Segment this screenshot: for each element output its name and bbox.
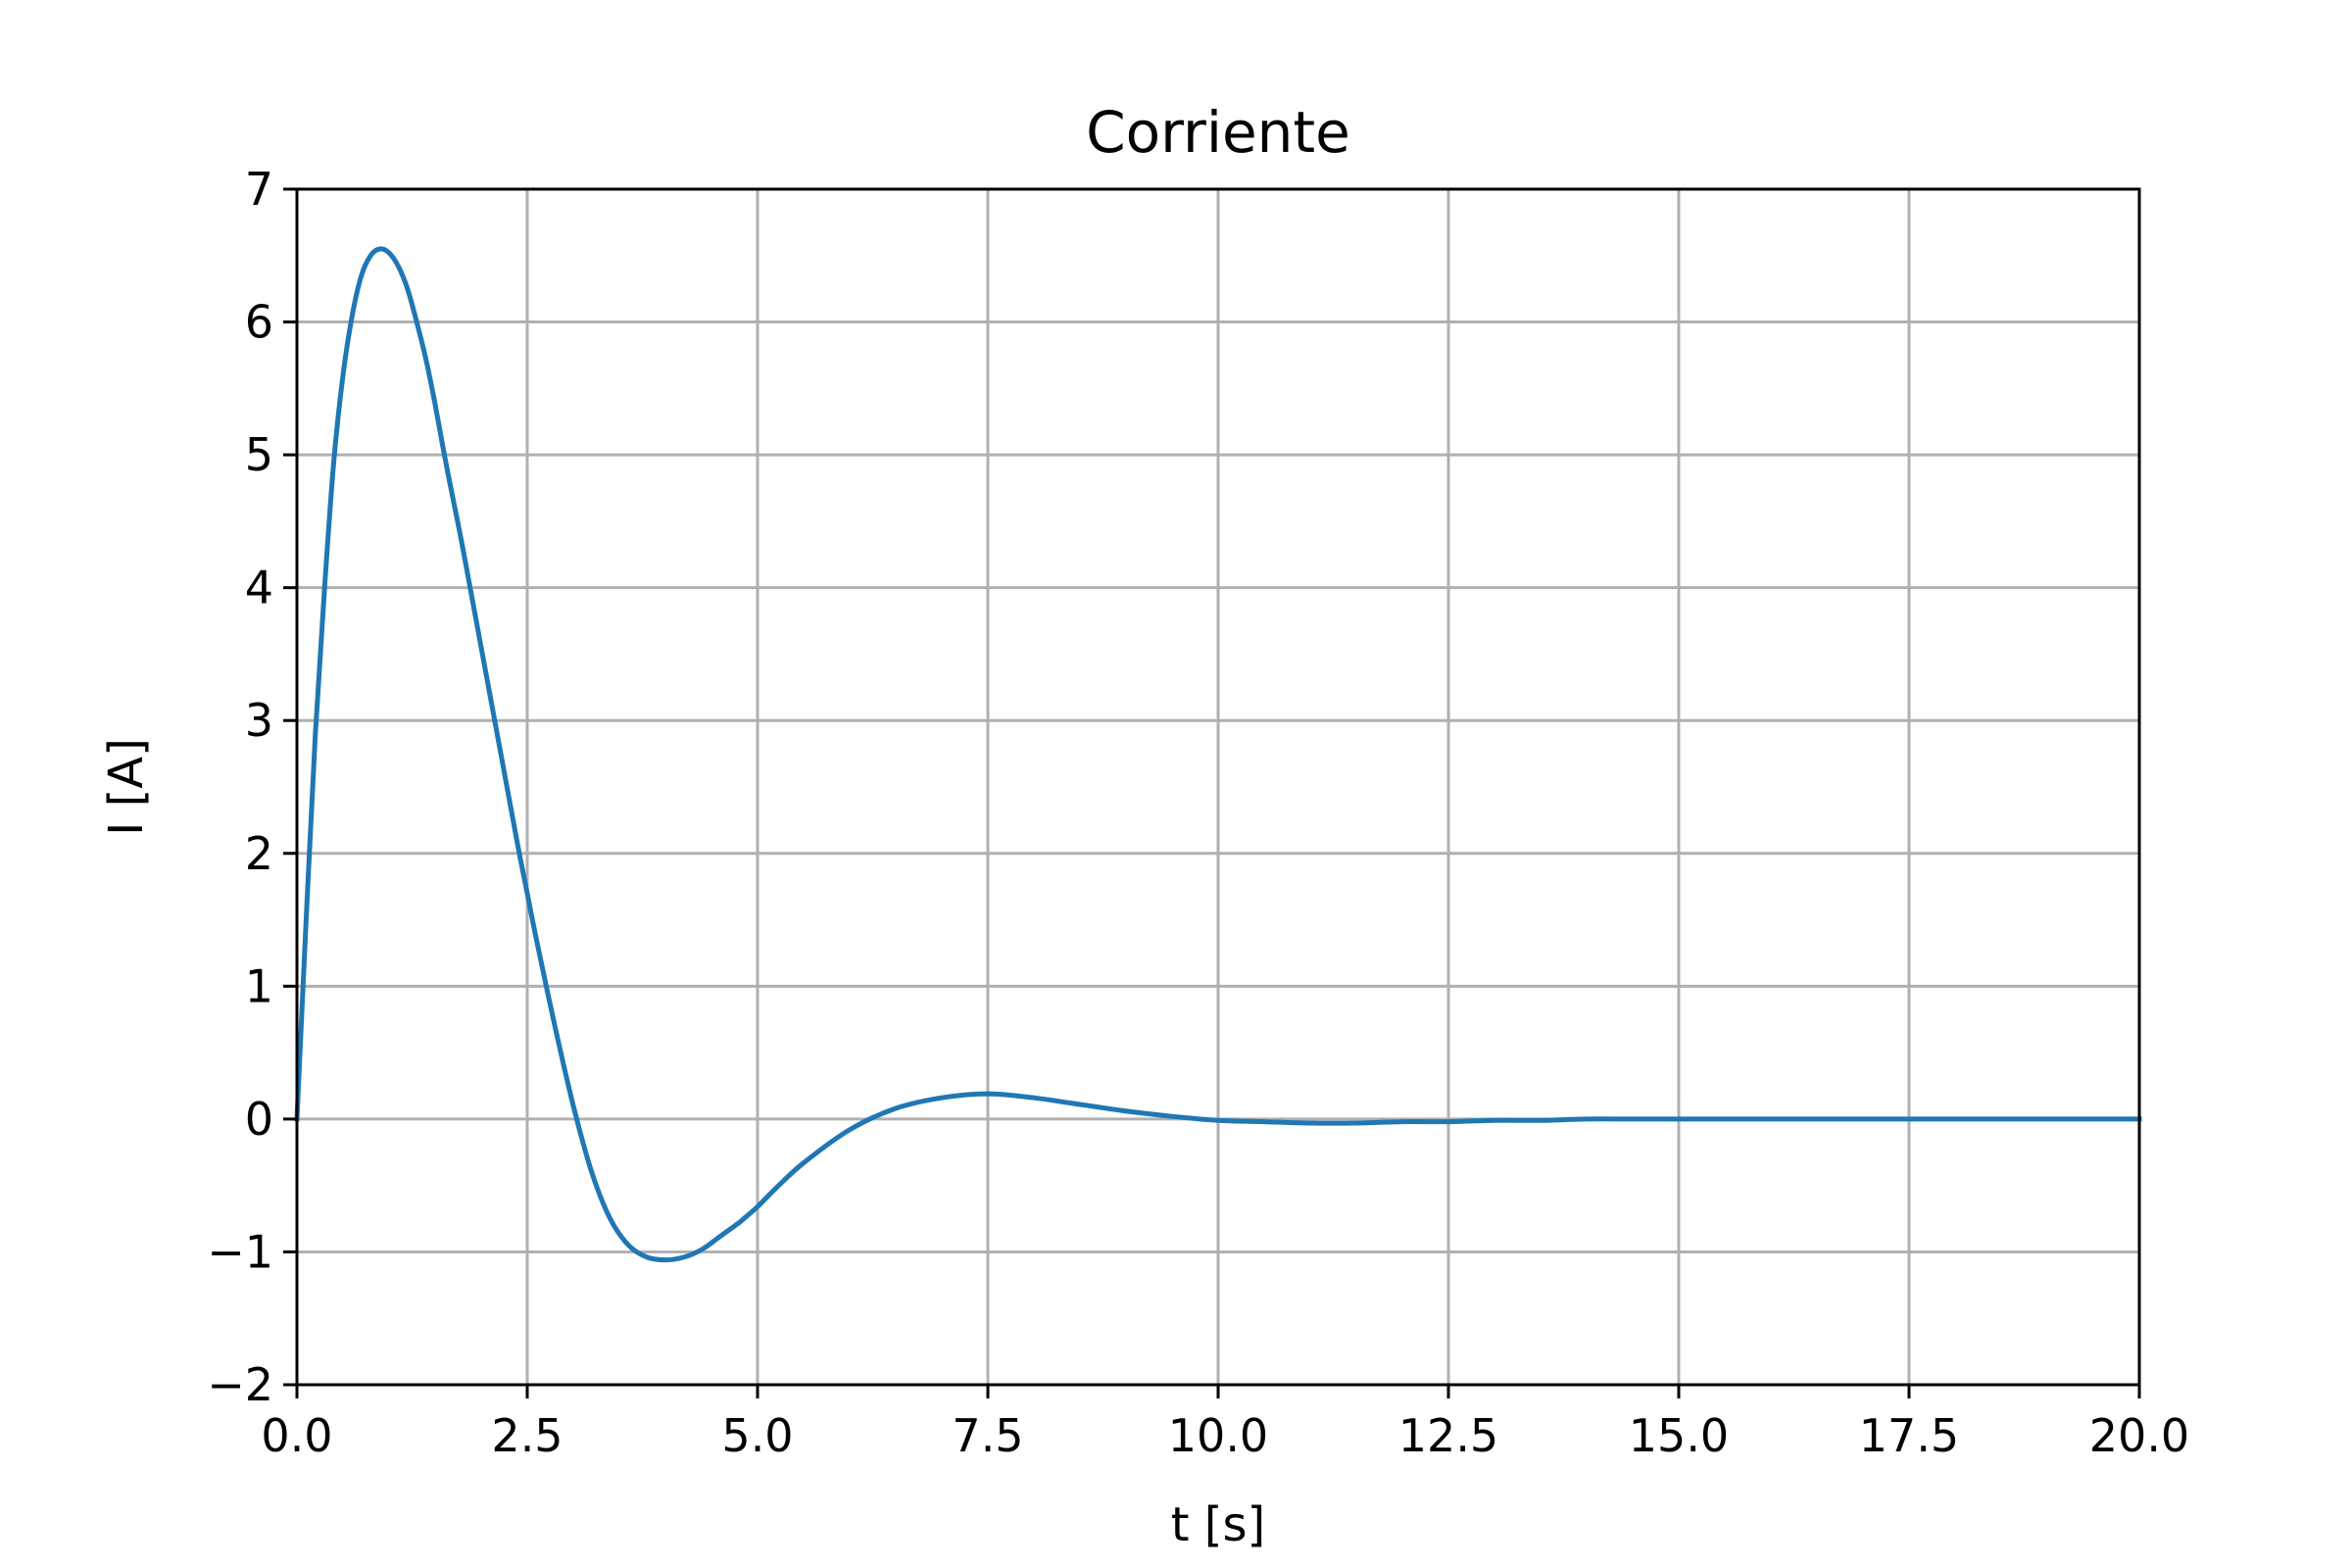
series-line [294,246,2142,1263]
chart-title: Corriente [1086,99,1350,166]
y-tick-label: 5 [245,428,273,481]
series-layer [294,246,2142,1263]
y-axis: −2 −1 0 1 2 3 4 5 6 7 [207,163,297,1411]
x-tick-label: 7.5 [952,1409,1023,1462]
y-tick-label: 7 [245,163,273,216]
y-axis-label: I [A] [99,738,154,836]
x-tick-label: 17.5 [1859,1409,1959,1462]
x-tick-label: 10.0 [1168,1409,1268,1462]
x-axis-label: t [s] [1171,1497,1266,1552]
x-tick-label: 2.5 [491,1409,563,1462]
x-tick-label: 5.0 [721,1409,793,1462]
y-tick-label: −2 [207,1358,273,1411]
y-tick-label: −1 [207,1225,273,1278]
y-tick-label: 0 [245,1093,273,1146]
y-tick-label: 6 [245,296,273,349]
x-tick-label: 15.0 [1629,1409,1729,1462]
x-tick-label: 20.0 [2089,1409,2189,1462]
grid [295,187,2141,1387]
y-tick-label: 4 [245,562,273,614]
x-tick-label: 12.5 [1398,1409,1498,1462]
y-tick-label: 1 [245,959,273,1012]
x-tick-label: 0.0 [261,1409,332,1462]
y-tick-label: 3 [245,694,273,747]
y-tick-label: 2 [245,827,273,880]
x-axis: 0.0 2.5 5.0 7.5 10.0 12.5 15.0 17.5 20.0 [261,1385,2189,1462]
